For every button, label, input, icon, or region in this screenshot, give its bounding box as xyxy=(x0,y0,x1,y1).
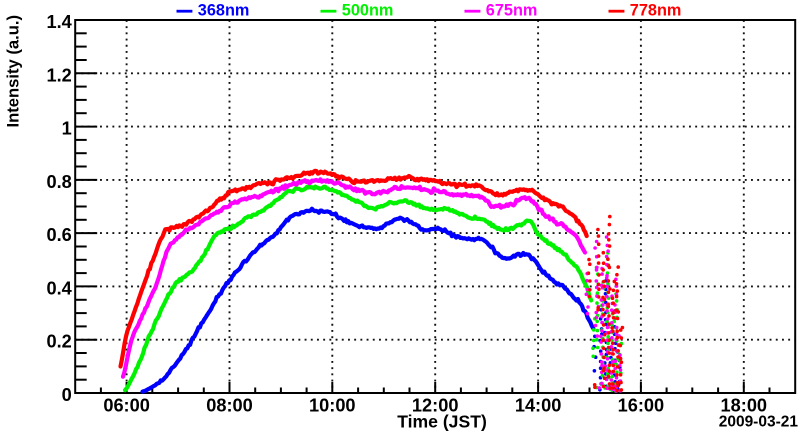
svg-text:Time (JST): Time (JST) xyxy=(397,412,487,432)
svg-text:1.2: 1.2 xyxy=(47,65,72,85)
svg-text:12:00: 12:00 xyxy=(412,396,459,416)
svg-text:0: 0 xyxy=(62,385,72,405)
svg-text:06:00: 06:00 xyxy=(103,396,150,416)
svg-text:08:00: 08:00 xyxy=(206,396,253,416)
svg-text:18:00: 18:00 xyxy=(721,396,768,416)
svg-text:368nm: 368nm xyxy=(198,1,250,19)
svg-text:10:00: 10:00 xyxy=(309,396,356,416)
svg-text:675nm: 675nm xyxy=(486,1,538,19)
svg-text:1.4: 1.4 xyxy=(47,12,73,32)
svg-text:0.8: 0.8 xyxy=(47,172,72,192)
svg-text:16:00: 16:00 xyxy=(618,396,665,416)
svg-text:0.6: 0.6 xyxy=(47,225,72,245)
svg-text:0.2: 0.2 xyxy=(47,332,72,352)
svg-text:500nm: 500nm xyxy=(342,1,394,19)
svg-text:0.4: 0.4 xyxy=(47,278,73,298)
svg-text:778nm: 778nm xyxy=(630,1,682,19)
svg-text:14:00: 14:00 xyxy=(515,396,562,416)
svg-text:1: 1 xyxy=(62,119,72,139)
svg-text:Intensity (a.u.): Intensity (a.u.) xyxy=(4,15,23,127)
svg-text:2009-03-21: 2009-03-21 xyxy=(719,414,799,431)
